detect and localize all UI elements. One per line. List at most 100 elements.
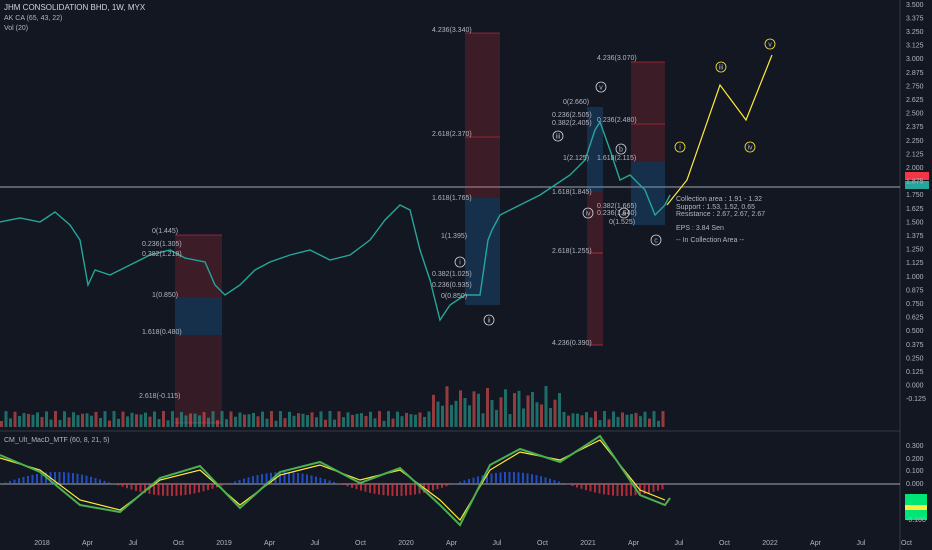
- wave-circle: [715, 61, 727, 73]
- price-axis-label: 2.125: [906, 151, 924, 158]
- macd-hist: [292, 472, 295, 484]
- macd-hist: [27, 475, 29, 484]
- macd-hist: [306, 474, 308, 484]
- fib-label: 0.236(1.305): [142, 241, 182, 248]
- macd-hist: [166, 484, 169, 496]
- volume-bar: [243, 414, 246, 427]
- macd-hist: [490, 473, 493, 484]
- volume-bar: [585, 412, 588, 427]
- volume-bar: [459, 390, 462, 427]
- time-axis-label: 2022: [762, 540, 778, 547]
- wave-circle: [595, 81, 607, 93]
- price-axis-label: 1.500: [906, 219, 924, 226]
- macd-hist: [40, 473, 43, 484]
- volume-bar: [612, 411, 615, 427]
- macd-hist: [364, 484, 367, 492]
- fib-label: 1.618(1.765): [432, 195, 472, 202]
- volume-bar: [211, 411, 215, 427]
- fib-label: 2.618(1.255): [552, 248, 592, 255]
- macd-hist: [414, 484, 416, 495]
- volume-bar: [81, 413, 84, 427]
- macd-hist: [301, 473, 304, 484]
- volume-bar: [553, 399, 557, 427]
- wave-label: c: [654, 237, 658, 244]
- indicator-title: AK CA (65, 43, 22): [4, 15, 62, 22]
- volume-bar: [94, 411, 98, 427]
- macd-hist: [238, 479, 241, 484]
- macd-hist: [540, 476, 542, 484]
- fib-label: 0(1.445): [152, 228, 178, 235]
- macd-hist: [81, 474, 83, 484]
- macd-hist: [130, 484, 133, 490]
- volume-bar: [477, 393, 480, 427]
- macd-hist: [207, 484, 209, 491]
- macd-hist: [553, 480, 556, 484]
- macd-hist: [432, 484, 434, 491]
- wave-circle: [615, 143, 627, 155]
- macd-hist: [373, 484, 376, 494]
- volume-bar: [274, 420, 278, 427]
- macd-hist: [108, 482, 110, 484]
- wave-circle: [674, 141, 686, 153]
- macd-hist: [121, 484, 124, 487]
- macd-hist: [90, 476, 92, 484]
- macd-hist: [531, 474, 533, 484]
- macd-hist: [139, 484, 142, 493]
- volume-bar: [90, 415, 93, 427]
- wave-label: v: [768, 41, 772, 48]
- macd-hist: [153, 484, 155, 495]
- time-axis-label: Oct: [173, 540, 184, 547]
- volume-bar: [333, 419, 336, 427]
- wave-label: i: [459, 259, 461, 266]
- volume-bar: [486, 387, 489, 427]
- macd-title: CM_Ult_MacD_MTF (60, 8, 21, 5): [4, 437, 109, 444]
- volume-bar: [454, 400, 458, 427]
- macd-hist: [648, 484, 650, 494]
- volume-bar: [355, 413, 359, 427]
- macd-hist: [508, 472, 511, 484]
- fib-zone: [465, 33, 500, 198]
- macd-hist: [643, 484, 646, 494]
- macd-tag: [905, 505, 927, 510]
- macd-hist: [63, 472, 65, 484]
- macd-hist: [450, 484, 452, 485]
- volume-bar: [571, 413, 575, 427]
- fib-label: 0(0.850): [441, 293, 467, 300]
- time-axis-label: Oct: [901, 540, 912, 547]
- volume-bar: [265, 418, 269, 427]
- price-axis-label: 2.375: [906, 124, 924, 131]
- price-axis-label: 1.750: [906, 192, 924, 199]
- macd-hist: [400, 484, 403, 496]
- fib-label: 0.236(0.935): [432, 282, 472, 289]
- macd-hist: [337, 483, 340, 484]
- volume-bar: [117, 418, 120, 427]
- volume-bar: [360, 413, 363, 427]
- macd-hist: [72, 473, 74, 484]
- macd-hist: [441, 484, 443, 488]
- macd-hist: [472, 477, 475, 484]
- volume-bar: [481, 413, 485, 427]
- macd-hist: [180, 484, 182, 496]
- macd-hist: [342, 484, 344, 485]
- volume-bar: [661, 411, 665, 427]
- wave-circle: [483, 314, 495, 326]
- macd-hist: [630, 484, 632, 496]
- volume-bar: [4, 411, 8, 427]
- volume-bar: [562, 411, 566, 427]
- volume-bar: [157, 419, 161, 427]
- price-axis-label: 0.125: [906, 369, 924, 376]
- volume-bar: [625, 414, 629, 427]
- macd-hist: [603, 484, 605, 495]
- fib-label: 1(1.395): [441, 233, 467, 240]
- macd-hist: [657, 484, 659, 491]
- wave-label: i: [679, 144, 681, 151]
- volume-bar: [328, 411, 332, 427]
- volume-bar: [256, 416, 260, 427]
- price-axis-label: 0.000: [906, 383, 924, 390]
- macd-hist: [517, 472, 520, 484]
- price-axis-label: 2.000: [906, 165, 924, 172]
- macd-hist: [256, 475, 259, 484]
- volume-bar: [40, 417, 44, 427]
- volume-bar: [589, 417, 593, 427]
